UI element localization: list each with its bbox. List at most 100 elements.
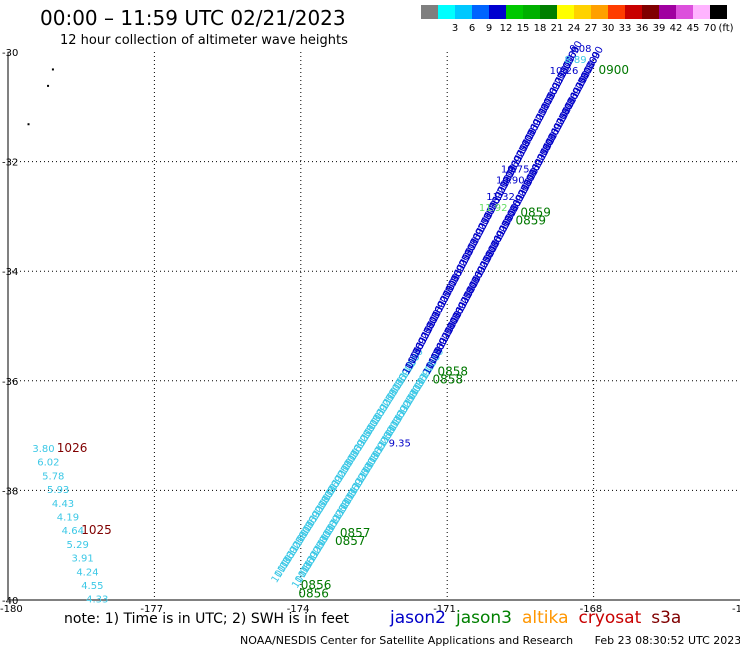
time-label: 0858 [437,364,468,378]
swh-label: 3.91 [71,554,93,565]
time-label: 0859 [520,205,551,219]
lon-tick-label: -171 [433,604,456,615]
legend-value: 21 [550,23,564,34]
legend-swatch [608,5,625,19]
legend-swatch [438,5,455,19]
legend-swatch [557,5,574,19]
legend-swatch [489,5,506,19]
lat-tick-label: -30 [2,48,18,59]
swh-label: 4.43 [52,499,74,510]
lat-tick-label: -40 [2,596,18,607]
swh-label: 4.33 [86,595,108,606]
swh-label: 10.90 [496,176,525,187]
legend-value: 39 [652,23,666,34]
footer-timestamp: Feb 23 08:30:52 UTC 2023 [594,634,740,647]
swh-label: 6.02 [37,458,59,469]
swh-label: 5.29 [67,540,89,551]
longitude-ticks: -180 -177 -174 -171 -168 -16 [0,604,740,615]
latitude-ticks: -30 -32 -34 -36 -38 -40 [2,48,18,607]
satellite-tracks: 10.0010.3010.6010.9011.2011.5011.8010.00… [270,39,606,590]
island-dot [47,84,50,87]
legend-swatch [455,5,472,19]
legend-value: 36 [635,23,649,34]
legend-value: 9 [485,23,493,34]
time-label: 0859 [516,214,547,228]
swh-label: 5.93 [47,485,69,496]
legend-swatch [693,5,710,19]
time-label: 0900 [598,63,629,77]
legend-swatch [506,5,523,19]
island-dot [51,68,54,71]
legend-value: 24 [567,23,581,34]
swh-label: 4.24 [76,567,98,578]
legend-value: 6 [468,23,476,34]
lon-tick-label: -16 [732,604,740,615]
mission-name: jason3 [456,608,512,628]
swh-label: 11.32 [486,192,515,203]
swh-label: 9.08 [569,44,591,55]
swh-label: 3.80 [32,444,54,455]
time-label: 0857 [335,534,366,548]
legend-value: 33 [618,23,632,34]
legend-value: 12 [499,23,513,34]
lon-tick-label: -180 [0,604,23,615]
time-label: 1026 [57,441,88,455]
lat-tick-label: -34 [2,267,18,278]
legend-value: 70 [703,23,717,34]
lat-tick-label: -32 [2,158,18,169]
time-label: 0856 [298,586,329,600]
lat-tick-label: -38 [2,486,18,497]
legend-value: 18 [533,23,547,34]
mission-legend: jason2 jason3 altika cryosat s3a [390,608,691,628]
legend-swatch [523,5,540,19]
mission-name: cryosat [578,608,642,628]
legend-swatch [625,5,642,19]
swh-label: 10.75 [501,165,530,176]
legend-swatch [540,5,557,19]
time-label: 0856 [301,578,332,592]
lat-tick-label: -36 [2,377,18,388]
legend-swatch [472,5,489,19]
swh-label: 4.55 [81,581,103,592]
legend-swatch [676,5,693,19]
mission-name: jason2 [390,608,446,628]
time-label: 0858 [433,373,464,387]
legend-value: 30 [601,23,615,34]
legend-swatch [574,5,591,19]
note-text: note: 1) Time is in UTC; 2) SWH is in fe… [64,611,350,627]
lon-tick-label: -168 [580,604,603,615]
legend-swatch [642,5,659,19]
swh-label: 11.92 [479,203,508,214]
legend-swatch [591,5,608,19]
legend-swatch [421,5,438,19]
legend-value: 3 [451,23,459,34]
legend-unit: (ft) [718,23,734,34]
footer-credit: NOAA/NESDIS Center for Satellite Applica… [240,634,574,647]
swh-label: 9.35 [389,439,411,450]
swh-label: 4.19 [57,513,79,524]
map-title: 00:00 – 11:59 UTC 02/21/2023 [40,6,346,30]
mission-name: altika [522,608,569,628]
mission-name: s3a [651,608,682,628]
legend-value: 15 [516,23,530,34]
map-subtitle: 12 hour collection of altimeter wave hei… [60,33,348,48]
legend-value: 45 [686,23,700,34]
lon-tick-label: -177 [140,604,163,615]
legend-swatch [710,5,727,19]
legend-swatch [659,5,676,19]
time-label: 0857 [340,526,371,540]
swh-label: 8.89 [564,55,586,66]
island-dot [27,123,30,126]
legend-value: 42 [669,23,683,34]
map-frame [7,52,740,601]
lon-tick-label: -174 [287,604,310,615]
footer: NOAA/NESDIS Center for Satellite Applica… [240,634,740,647]
swh-label: 10.26 [550,66,579,77]
map-gridlines [8,52,740,600]
legend-value: 27 [584,23,598,34]
time-label: 1025 [81,523,112,537]
swh-label: 4.64 [62,526,84,537]
